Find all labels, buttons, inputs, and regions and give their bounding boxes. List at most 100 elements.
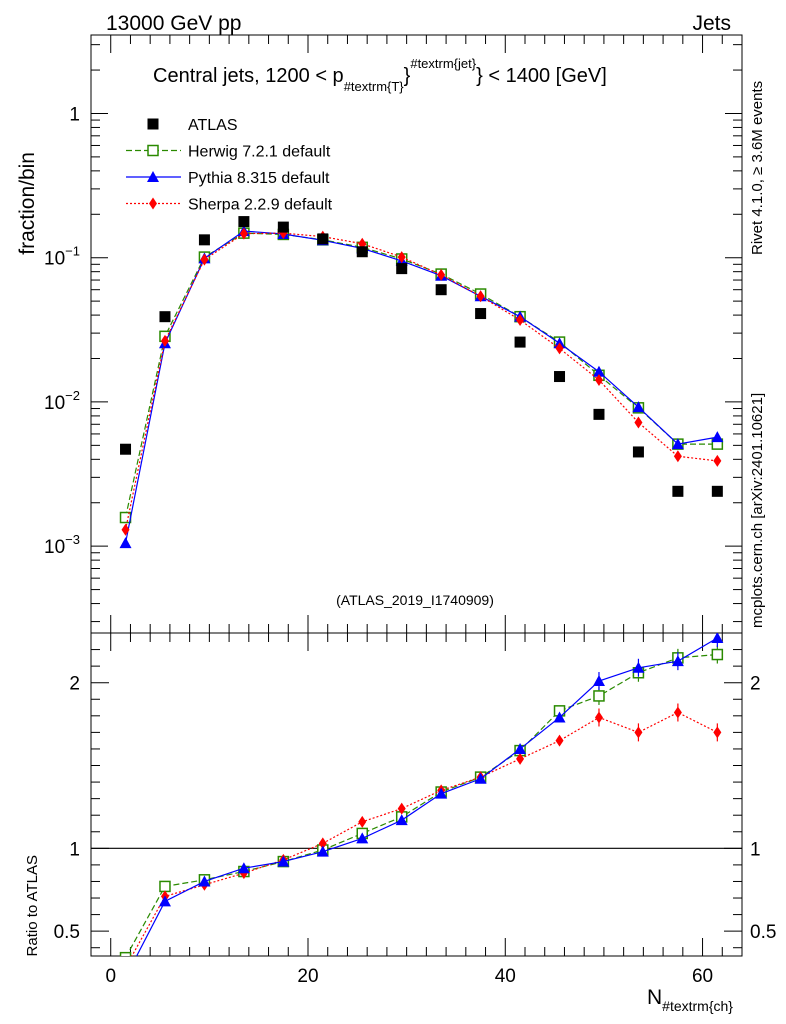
main-ytick-label: 1 [69, 104, 80, 125]
herwig-ratio-line [125, 653, 718, 956]
header-energy-label: 13000 GeV pp [106, 12, 241, 35]
x-axis-label-main: N [647, 986, 662, 1009]
legend-pythia-marker [147, 171, 159, 182]
pythia-ratio-point [198, 875, 211, 887]
main-ytick-base: 10 [44, 537, 65, 558]
sherpa-main-point [713, 454, 722, 467]
sherpa-ratio-point [594, 711, 603, 724]
sherpa-ratio-line [131, 711, 718, 956]
legend-sherpa-marker [149, 197, 157, 210]
legend-pythia-label: Pythia 8.315 default [188, 170, 330, 187]
atlas-main-point [238, 216, 250, 228]
sherpa-main-point [594, 373, 603, 386]
ratio-ytick-label-left: 1 [69, 839, 80, 860]
herwig-ratio-point [119, 951, 132, 956]
legend-atlas-label: ATLAS [188, 117, 238, 134]
pythia-main-point [632, 401, 645, 413]
sherpa-main-point [121, 523, 130, 536]
main-title-prefix: Central jets, 1200 < p [153, 65, 344, 87]
pythia-ratio-point [435, 787, 448, 799]
main-ytick-exponent: −1 [65, 244, 80, 259]
atlas-main-point [435, 284, 447, 296]
main-ytick-label: 10−2 [44, 388, 80, 414]
legend-sherpa-label: Sherpa 2.2.9 default [188, 197, 333, 214]
pythia-ratio-point [514, 742, 527, 754]
ratio-axis-ticks: 0.5 0.51 12 20 20 40 60 [54, 633, 776, 987]
pythia-ratio-point [277, 855, 290, 867]
pythia-ratio-point [158, 895, 171, 907]
pythia-ratio-point [474, 772, 487, 784]
analysis-watermark: (ATLAS_2019_I1740909) [336, 592, 494, 608]
main-title-brace: } [404, 65, 411, 87]
atlas-main-point [356, 246, 368, 258]
main-ytick-label: 10−3 [44, 532, 80, 558]
main-title: Central jets, 1200 < p#textrm{T}}#textrm… [153, 56, 607, 94]
atlas-main-point [198, 234, 210, 246]
sherpa-main-point [516, 313, 525, 326]
atlas-main-point [317, 233, 329, 245]
atlas-main-point [514, 336, 526, 348]
ratio-xtick-label: 20 [297, 966, 318, 987]
sherpa-main-point [239, 227, 248, 240]
pythia-main-point [592, 365, 605, 377]
sherpa-ratio-point [555, 734, 564, 747]
pythia-ratio-point [356, 832, 369, 844]
sherpa-ratio-point [397, 802, 406, 815]
pythia-main-point [671, 438, 684, 450]
pythia-ratio-point [395, 814, 408, 826]
atlas-main-point [277, 221, 289, 233]
sherpa-ratio-point [516, 752, 525, 765]
pythia-ratio-point [632, 661, 645, 673]
pythia-main-point [711, 431, 724, 443]
main-ytick-base: 10 [44, 393, 65, 414]
main-ytick-exponent: −2 [65, 388, 80, 403]
legend-herwig-label: Herwig 7.2.1 default [188, 144, 331, 161]
legend-atlas-marker [147, 118, 159, 130]
sherpa-main-point [200, 253, 209, 266]
ratio-panel-frame [90, 632, 743, 957]
main-ytick-base: 1 [69, 104, 80, 125]
rivet-label: Rivet 4.1.0, ≥ 3.6M events [749, 81, 766, 255]
header-jets-label: Jets [692, 12, 731, 35]
ratio-data-layer [119, 633, 724, 956]
ratio-xtick-label: 40 [495, 966, 516, 987]
ratio-ytick-label-left: 0.5 [54, 922, 80, 943]
herwig-ratio-point [159, 880, 171, 893]
atlas-main-point [593, 408, 605, 420]
ratio-ylabel: Ratio to ATLAS [24, 855, 41, 956]
pythia-ratio-point [237, 862, 250, 874]
sherpa-main-point [437, 268, 446, 281]
sherpa-ratio-point [673, 706, 682, 719]
main-data-layer [119, 216, 724, 549]
pythia-ratio-point [553, 711, 566, 723]
sherpa-ratio-point [713, 726, 722, 739]
sherpa-main-point [634, 416, 643, 429]
ratio-ytick-label-right: 2 [750, 674, 761, 695]
main-title-subscript: #textrm{T} [344, 79, 405, 94]
main-title-suffix: } < 1400 [GeV] [476, 65, 607, 87]
ratio-series-group [119, 633, 724, 956]
ratio-ytick-label-right: 0.5 [750, 922, 776, 943]
main-title-superscript: #textrm{jet} [410, 56, 476, 71]
atlas-main-point [159, 311, 171, 323]
atlas-main-point [672, 485, 684, 497]
herwig-ratio-point [593, 690, 605, 702]
x-axis-label-subscript: #textrm{ch} [662, 998, 733, 1014]
main-ylabel: fraction/bin [16, 152, 39, 255]
main-axis-ticks: 10−310−210−11 [44, 35, 743, 633]
main-ytick-label: 10−1 [44, 244, 80, 270]
sherpa-ratio-point [318, 837, 327, 850]
atlas-main-point [554, 371, 566, 383]
atlas-main-point [711, 485, 723, 497]
pythia-main-line [124, 230, 718, 544]
sherpa-ratio-point [634, 726, 643, 739]
ratio-ytick-label-left: 2 [69, 674, 80, 695]
sherpa-ratio-point [358, 815, 367, 828]
atlas-main-point [632, 446, 644, 458]
sherpa-main-point [673, 450, 682, 463]
herwig-ratio-point [711, 648, 724, 661]
herwig-main-line [124, 232, 718, 518]
atlas-main-point [396, 263, 408, 275]
atlas-main-point [120, 443, 132, 455]
